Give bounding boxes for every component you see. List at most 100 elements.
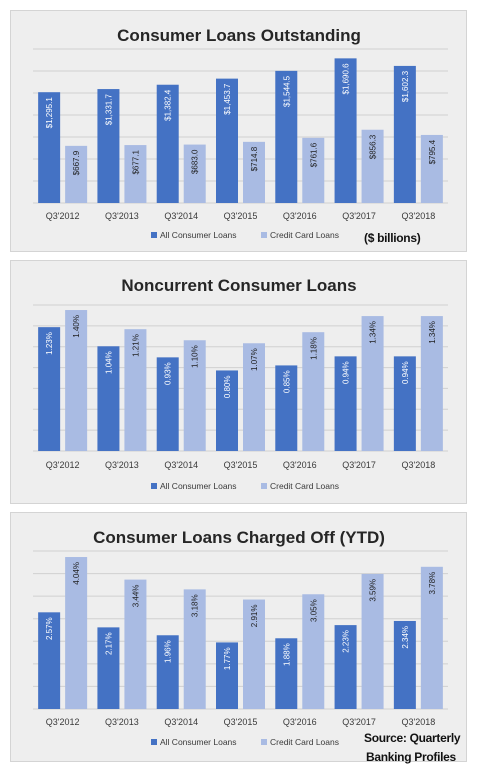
x-tick-label: Q3'2017 [342,211,376,221]
bar-data-label: 3.44% [131,585,140,608]
chart-outstanding: Consumer Loans Outstanding $1,295.1 $667.9… [33,26,448,240]
x-tick-label: Q3'2014 [164,211,198,221]
x-tick-label: Q3'2018 [401,717,435,727]
bar-all-consumer-loans [334,625,357,709]
x-tick-label: Q3'2015 [224,211,258,221]
x-tick-label: Q3'2012 [46,460,80,470]
chart-title: Noncurrent Consumer Loans [121,276,356,295]
bar-credit-card-loans [124,145,147,203]
source-note-line2: Banking Profiles [366,750,456,764]
bar-data-label: 1.04% [104,351,113,374]
bar-all-consumer-loans [38,327,61,451]
x-tick-label: Q3'2015 [224,717,258,727]
x-tick-label: Q3'2016 [283,211,317,221]
bar-credit-card-loans [420,316,443,451]
bar-credit-card-loans [65,557,88,709]
bar-data-label: 3.59% [369,579,378,602]
bar-data-label: 1.07% [250,348,259,371]
bar-credit-card-loans [124,579,147,709]
bar-data-label: 0.93% [164,362,173,385]
bar-data-label: 0.94% [401,361,410,384]
bar-all-consumer-loans [97,89,120,203]
legend-swatch [151,232,157,238]
bar-all-consumer-loans [334,58,357,204]
bar-all-consumer-loans [216,370,238,451]
bar-data-label: 0.94% [342,361,351,384]
bar-data-label: 2.34% [401,626,410,649]
bar-data-label: 3.78% [428,572,437,595]
x-tick-label: Q3'2013 [105,460,139,470]
bar-credit-card-loans [183,589,206,709]
x-tick-label: Q3'2012 [46,211,80,221]
legend-label: All Consumer Loans [160,230,237,240]
bar-data-label: $856.3 [369,134,378,159]
x-tick-label: Q3'2018 [401,460,435,470]
x-tick-label: Q3'2013 [105,717,139,727]
legend-swatch [261,232,267,238]
bar-credit-card-loans [124,329,147,451]
units-note: ($ billions) [364,231,421,245]
bar-all-consumer-loans [156,357,179,451]
x-tick-label: Q3'2015 [224,460,258,470]
legend-label: All Consumer Loans [160,737,237,747]
chart-panel-charged-off: Consumer Loans Charged Off (YTD) 2.57% 4.0… [10,512,467,762]
bar-credit-card-loans [183,144,206,203]
bar-data-label: $761.6 [309,142,318,167]
bar-all-consumer-loans [334,356,357,451]
bar-credit-card-loans [243,141,265,203]
bar-data-label: 1.21% [131,334,140,357]
bar-credit-card-loans [361,316,384,451]
x-tick-label: Q3'2016 [283,460,317,470]
bar-data-label: $1,331.7 [104,94,113,126]
bar-data-label: 1.18% [309,337,318,360]
bar-data-label: 1.88% [282,643,291,666]
bar-data-label: 0.80% [223,375,232,398]
bar-data-label: 4.04% [72,562,81,585]
x-tick-label: Q3'2017 [342,717,376,727]
bar-credit-card-loans [302,137,325,203]
bar-data-label: $1,690.6 [342,63,351,95]
bar-credit-card-loans [420,134,443,203]
chart-charged-off: Consumer Loans Charged Off (YTD) 2.57% 4.0… [33,528,448,747]
bar-data-label: 1.40% [72,315,81,338]
source-note-line1: Source: Quarterly [364,731,461,745]
legend-label: Credit Card Loans [270,481,339,491]
bar-all-consumer-loans [38,92,61,203]
bar-data-label: $1,602.3 [401,70,410,102]
legend-swatch [151,483,157,489]
bar-all-consumer-loans [393,65,416,203]
bar-data-label: 1.23% [45,332,54,355]
bar-credit-card-loans [65,310,88,451]
bar-data-label: 1.34% [369,321,378,344]
bar-all-consumer-loans [216,78,238,203]
bar-all-consumer-loans [97,346,120,451]
chart-title: Consumer Loans Charged Off (YTD) [93,528,385,547]
x-tick-label: Q3'2016 [283,717,317,727]
bar-data-label: $1,382.4 [164,89,173,121]
bar-data-label: 2.23% [342,630,351,653]
bar-data-label: $1,453.7 [223,83,232,115]
bar-all-consumer-loans [97,627,120,709]
bar-data-label: 1.77% [223,647,232,670]
bar-credit-card-loans [65,145,88,203]
bar-data-label: $683.0 [191,149,200,174]
bar-credit-card-loans [243,599,265,709]
x-tick-label: Q3'2014 [164,717,198,727]
bar-data-label: 1.96% [164,640,173,663]
bar-credit-card-loans [243,343,265,451]
x-tick-label: Q3'2013 [105,211,139,221]
bar-data-label: 2.57% [45,617,54,640]
bar-all-consumer-loans [393,620,416,709]
legend-swatch [261,483,267,489]
bar-data-label: 3.05% [309,599,318,622]
bar-data-label: 1.34% [428,321,437,344]
legend-label: All Consumer Loans [160,481,237,491]
bar-data-label: $677.1 [131,150,140,175]
legend-swatch [151,739,157,745]
bar-data-label: $714.8 [250,146,259,171]
bar-all-consumer-loans [156,635,179,709]
bar-all-consumer-loans [156,84,179,203]
bar-all-consumer-loans [216,642,238,709]
legend-label: Credit Card Loans [270,737,339,747]
chart-panel-noncurrent: Noncurrent Consumer Loans 1.23% 1.40% Q3'20… [10,260,467,504]
